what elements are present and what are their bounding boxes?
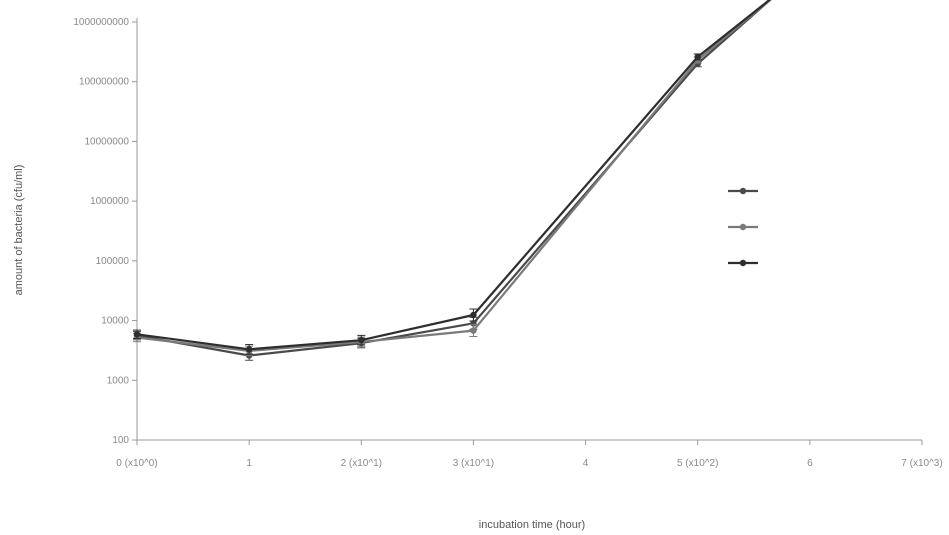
legend-swatch-marker [739,187,747,195]
data-point [470,311,477,319]
legend [728,187,758,267]
y-tick-label: 10000000 [85,136,130,147]
x-tick-label: 0 (x10^0) [116,458,157,469]
series-line [136,0,772,357]
y-tick-label: 1000000 [90,196,129,207]
y-tick-label: 10000 [101,316,129,327]
y-tick-label: 1000 [107,375,130,386]
data-point [470,327,477,334]
series-line [136,0,772,352]
y-tick-label: 1000000000 [73,17,129,28]
x-tick-label: 4 [583,458,589,469]
data-point [133,331,141,338]
data-point [358,336,365,344]
series-line [136,0,772,351]
y-tick-label: 100000000 [79,77,129,88]
x-axis-title: incubation time (hour) [479,519,585,531]
y-axis-title: amount of bacteria (cfu/ml) [13,165,25,296]
x-tick-label: 7 (x10^3) [901,458,942,469]
x-tick-label: 5 (x10^2) [677,458,718,469]
data-point [245,346,253,353]
series-lines [133,0,772,361]
data-point [694,53,701,61]
x-tick-label: 1 [246,458,252,469]
axes: 100 1000 10000 100000 1000000 10000000 1000000… [73,17,942,469]
legend-swatch-marker [739,223,747,231]
y-tick-label: 100000 [96,256,130,267]
y-tick-label: 100 [112,435,129,446]
x-tick-label: 2 (x10^1) [341,458,382,469]
x-tick-label: 6 [807,458,813,469]
legend-swatch-marker [739,259,747,267]
x-tick-label: 3 (x10^1) [453,458,494,469]
